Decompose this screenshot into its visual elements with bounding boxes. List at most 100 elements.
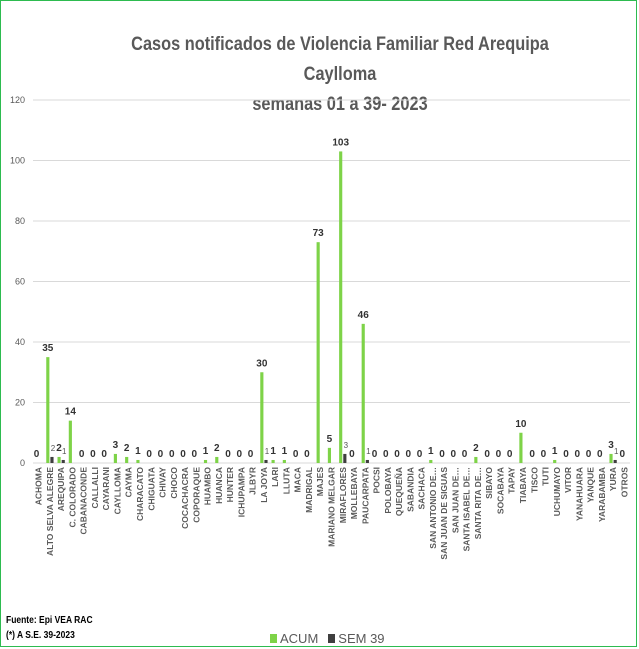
data-label-acum-40: 0 <box>484 449 490 460</box>
x-tick-label-30: POCSI <box>372 467 382 493</box>
x-tick-label-35: SAN ANTONIO DE… <box>428 467 438 549</box>
x-tick-label-36: SAN JUAN DE SIGUAS <box>439 467 449 560</box>
data-label-acum-45: 0 <box>541 449 547 460</box>
x-tick-label-44: TISCO <box>529 467 539 493</box>
data-label-sem-1: 2 <box>51 444 56 453</box>
x-tick-label-10: CHIGUATA <box>146 467 156 511</box>
x-tick-label-1: ALTO SELVA ALEGRE <box>45 467 55 556</box>
data-label-acum-5: 0 <box>90 449 96 460</box>
bar-sem-27 <box>343 453 347 463</box>
bar-acum-26 <box>327 447 331 463</box>
x-tick-label-24: MADRIGAL <box>304 467 314 513</box>
x-tick-label-12: CHOCO <box>169 467 179 499</box>
data-label-acum-7: 3 <box>113 440 119 451</box>
data-label-acum-51: 3 <box>608 440 614 451</box>
x-tick-label-34: SACHACA <box>417 467 427 510</box>
bar-acum-51 <box>609 453 613 463</box>
y-tick-label-80: 80 <box>15 216 25 226</box>
data-label-acum-17: 0 <box>225 449 231 460</box>
data-label-acum-33: 0 <box>405 449 411 460</box>
x-tick-label-11: CHIVAY <box>158 467 168 498</box>
data-label-acum-16: 2 <box>214 443 220 454</box>
data-label-acum-39: 2 <box>473 443 479 454</box>
source-note: Fuente: Epi VEA RAC <box>6 615 93 626</box>
data-label-acum-14: 0 <box>191 449 197 460</box>
data-label-acum-10: 0 <box>146 449 152 460</box>
data-label-acum-34: 0 <box>417 449 423 460</box>
bar-acum-22 <box>282 459 286 463</box>
y-tick-label-120: 120 <box>10 95 25 105</box>
data-label-acum-49: 0 <box>586 449 592 460</box>
data-label-acum-29: 46 <box>358 310 370 321</box>
x-tick-label-43: TIABAYA <box>518 467 528 503</box>
x-tick-label-5: CALLALLI <box>90 467 100 509</box>
data-label-acum-9: 1 <box>135 446 141 457</box>
chart-title-line-1: Casos notificados de Violencia Familiar … <box>131 34 549 85</box>
data-label-acum-52: 0 <box>620 449 626 460</box>
legend-swatch-acum <box>270 634 277 643</box>
data-label-acum-31: 0 <box>383 449 389 460</box>
data-label-acum-42: 0 <box>507 449 513 460</box>
data-label-acum-36: 0 <box>439 449 445 460</box>
x-tick-label-45: TUTI <box>541 467 551 486</box>
x-tick-label-51: YURA <box>608 467 618 491</box>
x-tick-label-31: POLOBAYA <box>383 467 393 514</box>
data-label-acum-4: 0 <box>79 449 85 460</box>
bar-acum-2 <box>57 456 61 463</box>
data-label-acum-41: 0 <box>496 449 502 460</box>
x-tick-label-38: SANTA ISABEL DE… <box>462 467 472 551</box>
y-tick-label-60: 60 <box>15 277 25 287</box>
data-label-acum-19: 0 <box>248 449 254 460</box>
bar-acum-15 <box>203 459 208 463</box>
bar-acum-39 <box>474 456 478 463</box>
bar-sem-20 <box>264 459 268 463</box>
x-tick-label-17: HUNTER <box>225 467 235 502</box>
bar-acum-35 <box>429 459 433 463</box>
x-tick-label-6: CAYARANI <box>101 467 111 510</box>
bar-acum-43 <box>519 432 523 463</box>
x-tick-label-27: MIRAFLORES <box>338 467 348 524</box>
data-label-acum-27: 103 <box>332 137 349 148</box>
data-label-acum-35: 1 <box>428 446 434 457</box>
data-label-acum-43: 10 <box>515 419 527 430</box>
data-label-acum-47: 0 <box>563 449 569 460</box>
legend-label-acum: ACUM <box>280 631 319 646</box>
x-tick-label-8: CAYMA <box>124 467 134 497</box>
bar-acum-8 <box>125 456 129 463</box>
bar-acum-29 <box>361 323 365 463</box>
data-label-acum-11: 0 <box>158 449 164 460</box>
x-tick-label-4: CABANACONDE <box>79 467 89 535</box>
x-tick-label-19: JLBYR <box>248 467 258 495</box>
x-tick-label-46: UCHUMAYO <box>552 467 562 517</box>
bar-acum-1 <box>46 357 50 463</box>
data-label-sem-2: 1 <box>62 447 67 456</box>
x-tick-label-0: ACHOMA <box>34 467 44 505</box>
chart-title-line-2: semanas 01 a 39- 2023 <box>252 94 428 115</box>
period-note: (*) A S.E. 39-2023 <box>6 630 75 641</box>
bar-sem-2 <box>61 459 65 463</box>
bar-acum-16 <box>215 456 219 463</box>
data-label-sem-27: 3 <box>344 441 349 450</box>
data-label-sem-20: 1 <box>265 447 270 456</box>
x-tick-label-7: CAYLLOMA <box>112 467 122 514</box>
x-tick-label-25: MAJES <box>315 467 325 497</box>
x-tick-label-20: LA JOYA <box>259 467 269 503</box>
x-tick-label-13: COCACHACRA <box>180 467 190 529</box>
data-label-acum-38: 0 <box>462 449 468 460</box>
chart-legend: ACUM SEM 39 <box>270 631 385 646</box>
x-tick-label-26: MARIANO MELGAR <box>327 467 337 547</box>
x-tick-label-14: COPORAQUE <box>191 467 201 523</box>
data-label-acum-0: 0 <box>34 449 40 460</box>
data-label-acum-23: 0 <box>293 449 299 460</box>
data-label-acum-28: 0 <box>349 449 355 460</box>
x-tick-label-52: OTROS <box>619 467 629 498</box>
bar-acum-9 <box>136 459 140 463</box>
x-tick-label-15: HUAMBO <box>203 467 213 506</box>
legend-item-acum: ACUM <box>270 631 318 646</box>
x-tick-label-18: ICHUPAMPA <box>236 467 246 517</box>
data-label-acum-32: 0 <box>394 449 400 460</box>
x-tick-label-9: CHARACATO <box>135 467 145 521</box>
data-label-acum-37: 0 <box>451 449 457 460</box>
x-tick-label-42: TAPAY <box>507 467 517 494</box>
